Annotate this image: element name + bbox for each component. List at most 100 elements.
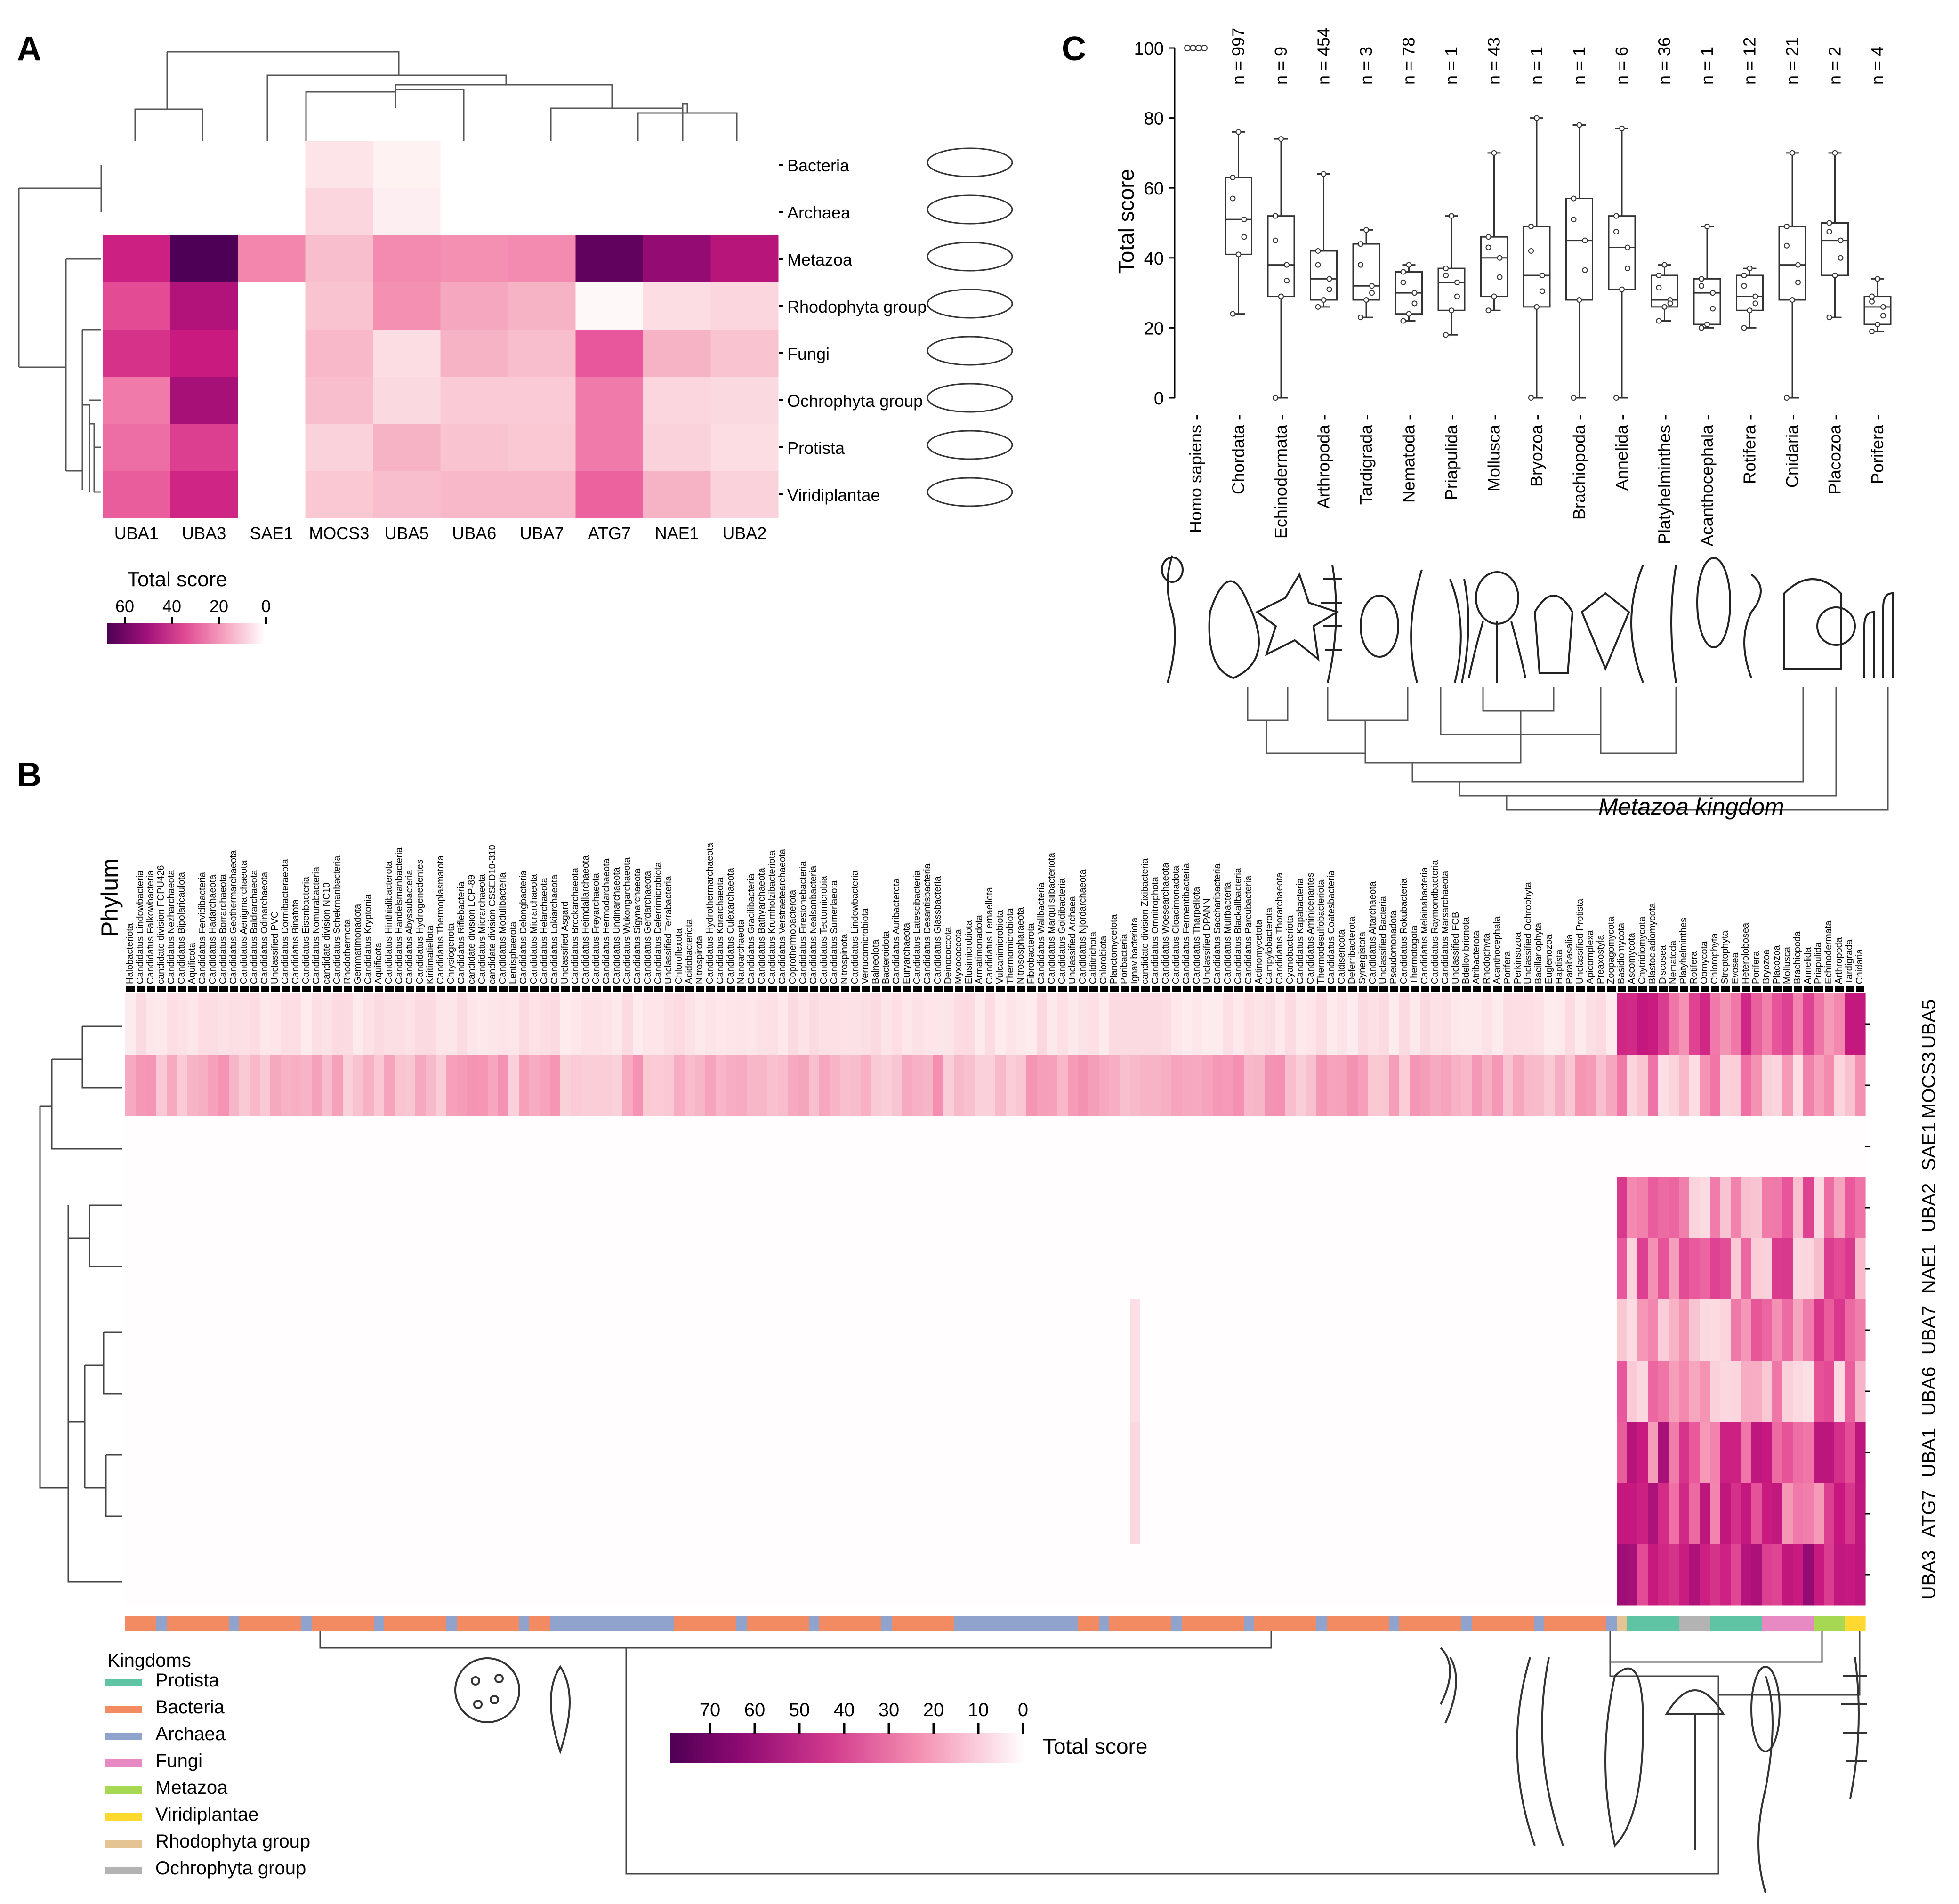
x-tick-label: Tardigrada -: [1356, 414, 1376, 505]
heatmap-b-cell: [1803, 1361, 1814, 1422]
heatmap-b-cell: [1213, 1055, 1224, 1116]
heatmap-b-cell: [1513, 1177, 1524, 1239]
heatmap-b-cell: [943, 1177, 954, 1239]
heatmap-b-cell: [1627, 1116, 1638, 1178]
phylum-label: Basidiomycota: [1616, 922, 1627, 984]
heatmap-b-cell: [177, 1116, 188, 1178]
phylum-label: Parabasalia: [1564, 934, 1575, 984]
heatmap-b-cell: [653, 1544, 664, 1606]
heatmap-b-cell: [1441, 993, 1451, 1055]
heatmap-b-cell: [736, 1177, 747, 1239]
heatmap-b-cell: [1306, 1116, 1317, 1178]
kingdom-strip-cell: [312, 1616, 322, 1631]
heatmap-a-cell: [103, 188, 170, 236]
heatmap-b-cell: [508, 1299, 519, 1361]
phylum-tick: [1483, 986, 1491, 992]
heatmap-b-cell: [281, 1116, 291, 1178]
heatmap-b-cell: [1731, 1299, 1741, 1361]
heatmap-b-cell: [436, 1238, 447, 1300]
heatmap-a-cell: [508, 141, 576, 189]
heatmap-b-cell: [436, 1361, 447, 1422]
heatmap-b-cell: [477, 1055, 488, 1116]
heatmap-b-cell: [1410, 1361, 1420, 1422]
heatmap-b-cell: [1710, 993, 1721, 1055]
heatmap-b-cell: [985, 1483, 996, 1545]
heatmap-b-cell: [167, 1116, 177, 1178]
heatmap-b-cell: [167, 1177, 177, 1239]
heatmap-b-cell: [1772, 1055, 1783, 1116]
heatmap-a-cell: [305, 424, 373, 471]
kingdom-swatch: [105, 1679, 142, 1686]
panel-b-colorbar: [670, 1733, 1025, 1763]
heatmap-b-cell: [1337, 1238, 1348, 1300]
heatmap-b-cell: [1700, 1238, 1710, 1300]
heatmap-b-cell: [1182, 1483, 1193, 1545]
phylum-tick: [727, 986, 735, 992]
phylum-label: Porifera: [1751, 951, 1761, 984]
kingdom-strip-cell: [664, 1616, 675, 1631]
heatmap-b-cell: [1316, 1361, 1327, 1422]
heatmap-b-cell: [705, 1177, 716, 1239]
kingdom-strip-cell: [643, 1616, 654, 1631]
heatmap-b-cell: [1782, 1177, 1793, 1239]
heatmap-b-cell: [1451, 993, 1462, 1055]
box-point: [1273, 395, 1278, 401]
heatmap-b-cell: [374, 1238, 385, 1300]
heatmap-b-cell: [426, 1422, 436, 1484]
archaeon-icon: [550, 1665, 571, 1755]
phylum-label: Candidatus Verstraetearchaeota: [777, 848, 788, 984]
kingdom-strip-cell: [436, 1616, 447, 1631]
heatmap-b-cell: [167, 993, 177, 1055]
heatmap-b-cell: [943, 1238, 954, 1300]
phylum-tick: [623, 986, 632, 992]
phylum-tick: [1732, 986, 1740, 992]
phylum-tick: [1535, 986, 1543, 992]
phylum-label: Myxococcota: [953, 928, 964, 984]
heatmap-b-cell: [1617, 1116, 1628, 1178]
heatmap-b-cell: [1700, 1544, 1710, 1606]
heatmap-b-cell: [1244, 1299, 1255, 1361]
heatmap-b-cell: [726, 1361, 737, 1422]
phylum-tick: [1835, 986, 1844, 992]
kingdom-strip-cell: [850, 1616, 861, 1631]
heatmap-b-cell: [446, 1544, 457, 1606]
heatmap-b-cell: [1316, 1299, 1327, 1361]
heatmap-b-cell: [1720, 1055, 1731, 1116]
box-body: [1480, 236, 1508, 298]
phylum-label: Armatimonadota: [974, 914, 984, 984]
phylum-tick: [1659, 986, 1668, 992]
phylum-label: Unclassified Protista: [1575, 898, 1585, 984]
heatmap-b-cell: [540, 1422, 550, 1484]
heatmap-b-cell: [519, 1361, 530, 1422]
heatmap-b-cell: [1337, 1177, 1348, 1239]
heatmap-b-cell: [1399, 1055, 1410, 1116]
heatmap-b-cell: [1513, 1055, 1524, 1116]
heatmap-b-cell: [363, 1299, 374, 1361]
heatmap-b-cell: [1772, 1238, 1783, 1300]
heatmap-b-cell: [1068, 1422, 1079, 1484]
heatmap-a-cell: [373, 235, 441, 283]
heatmap-b-cell: [457, 1544, 468, 1606]
heatmap-b-cell: [519, 1483, 530, 1545]
phylum-label: Candidatus Hermodarchaeota: [601, 858, 612, 984]
heatmap-b-cell: [591, 993, 602, 1055]
kingdom-strip-cell: [446, 1616, 457, 1631]
heatmap-b-cell: [954, 1422, 965, 1484]
heatmap-b-cell: [1575, 993, 1586, 1055]
box-point: [1278, 293, 1284, 299]
heatmap-b-cell: [664, 1483, 675, 1545]
gene-label: UBA1: [1919, 1428, 1939, 1477]
heatmap-b-cell: [861, 1422, 871, 1484]
heatmap-b-cell: [622, 1544, 633, 1606]
heatmap-b-cell: [1824, 1116, 1835, 1178]
heatmap-b-cell: [954, 1238, 965, 1300]
heatmap-b-cell: [716, 1483, 726, 1545]
heatmap-b-cell: [1845, 1116, 1855, 1178]
phylum-tick: [1400, 986, 1409, 992]
heatmap-b-cell: [943, 993, 954, 1055]
heatmap-b-cell: [1347, 1299, 1358, 1361]
heatmap-b-cell: [281, 1238, 291, 1300]
heatmap-b-cell: [270, 1177, 281, 1239]
heatmap-b-cell: [1202, 993, 1213, 1055]
